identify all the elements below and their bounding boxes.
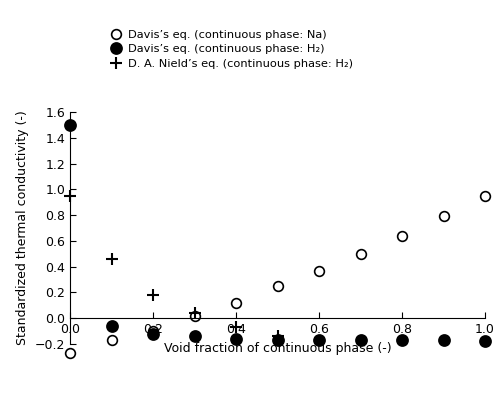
Legend: Davis’s eq. (continuous phase: Na), Davis’s eq. (continuous phase: H₂), D. A. Ni: Davis’s eq. (continuous phase: Na), Davi… — [109, 30, 354, 69]
D. A. Nield’s eq. (continuous phase: H₂): (0.4, -0.07): H₂): (0.4, -0.07) — [233, 325, 239, 330]
Davis’s eq. (continuous phase: Na): (0.1, -0.17): Na): (0.1, -0.17) — [108, 338, 114, 342]
Y-axis label: Standardized thermal conductivity (-): Standardized thermal conductivity (-) — [16, 111, 29, 345]
X-axis label: Void fraction of continuous phase (-): Void fraction of continuous phase (-) — [164, 342, 392, 355]
Davis’s eq. (continuous phase: Na): (0.6, 0.37): Na): (0.6, 0.37) — [316, 268, 322, 273]
Davis’s eq. (continuous phase: Na): (0.2, -0.1): Na): (0.2, -0.1) — [150, 329, 156, 334]
Davis’s eq. (continuous phase: Na): (0.7, 0.5): Na): (0.7, 0.5) — [358, 251, 364, 256]
Davis’s eq. (continuous phase: H₂): (0.8, -0.17): H₂): (0.8, -0.17) — [399, 338, 405, 342]
D. A. Nield’s eq. (continuous phase: H₂): (0.2, 0.18): H₂): (0.2, 0.18) — [150, 293, 156, 298]
Davis’s eq. (continuous phase: H₂): (0.3, -0.14): H₂): (0.3, -0.14) — [192, 334, 198, 339]
Davis’s eq. (continuous phase: Na): (1, 0.95): Na): (1, 0.95) — [482, 193, 488, 198]
D. A. Nield’s eq. (continuous phase: H₂): (0.1, 0.46): H₂): (0.1, 0.46) — [108, 256, 114, 261]
Davis’s eq. (continuous phase: Na): (0.8, 0.64): Na): (0.8, 0.64) — [399, 233, 405, 238]
Davis’s eq. (continuous phase: Na): (0, -0.27): Na): (0, -0.27) — [67, 351, 73, 356]
Davis’s eq. (continuous phase: H₂): (1, -0.18): H₂): (1, -0.18) — [482, 339, 488, 344]
Line: Davis’s eq. (continuous phase: Na): Davis’s eq. (continuous phase: Na) — [65, 191, 490, 358]
Line: Davis’s eq. (continuous phase: H₂): Davis’s eq. (continuous phase: H₂) — [64, 119, 490, 347]
Davis’s eq. (continuous phase: H₂): (0, 1.5): H₂): (0, 1.5) — [67, 122, 73, 127]
Davis’s eq. (continuous phase: H₂): (0.7, -0.17): H₂): (0.7, -0.17) — [358, 338, 364, 342]
Davis’s eq. (continuous phase: Na): (0.5, 0.25): Na): (0.5, 0.25) — [274, 284, 280, 288]
Line: D. A. Nield’s eq. (continuous phase: H₂): D. A. Nield’s eq. (continuous phase: H₂) — [64, 190, 284, 342]
Davis’s eq. (continuous phase: Na): (0.4, 0.12): Na): (0.4, 0.12) — [233, 300, 239, 305]
D. A. Nield’s eq. (continuous phase: H₂): (0.5, -0.14): H₂): (0.5, -0.14) — [274, 334, 280, 339]
Davis’s eq. (continuous phase: Na): (0.3, 0.02): Na): (0.3, 0.02) — [192, 313, 198, 318]
Davis’s eq. (continuous phase: H₂): (0.9, -0.17): H₂): (0.9, -0.17) — [440, 338, 446, 342]
Davis’s eq. (continuous phase: H₂): (0.5, -0.17): H₂): (0.5, -0.17) — [274, 338, 280, 342]
Davis’s eq. (continuous phase: H₂): (0.2, -0.12): H₂): (0.2, -0.12) — [150, 331, 156, 336]
D. A. Nield’s eq. (continuous phase: H₂): (0, 0.95): H₂): (0, 0.95) — [67, 193, 73, 198]
Davis’s eq. (continuous phase: H₂): (0.6, -0.17): H₂): (0.6, -0.17) — [316, 338, 322, 342]
Davis’s eq. (continuous phase: H₂): (0.4, -0.16): H₂): (0.4, -0.16) — [233, 336, 239, 341]
Davis’s eq. (continuous phase: H₂): (0.1, -0.06): H₂): (0.1, -0.06) — [108, 324, 114, 328]
D. A. Nield’s eq. (continuous phase: H₂): (0.3, 0.04): H₂): (0.3, 0.04) — [192, 311, 198, 316]
Davis’s eq. (continuous phase: Na): (0.9, 0.79): Na): (0.9, 0.79) — [440, 214, 446, 219]
